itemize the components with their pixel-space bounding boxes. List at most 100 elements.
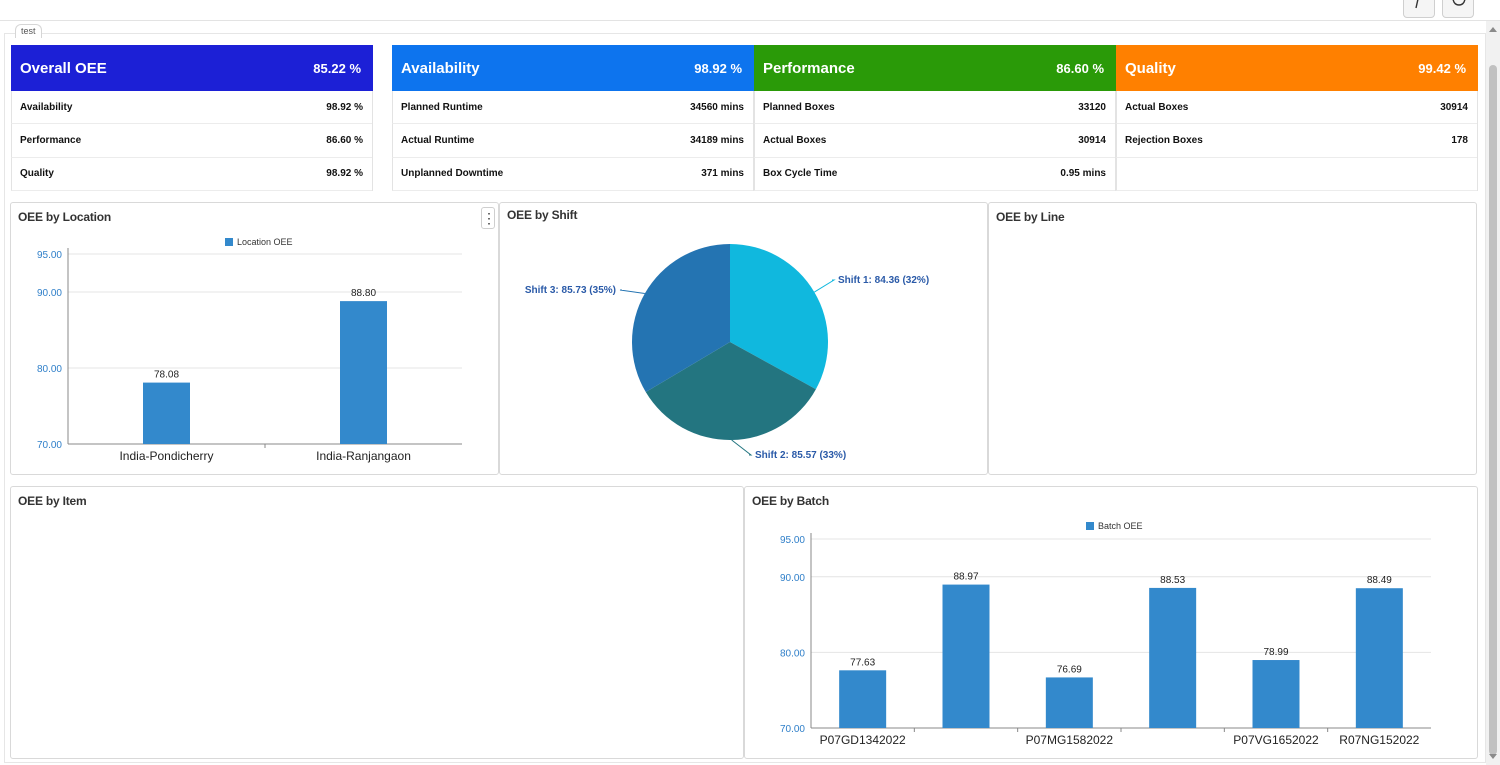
card-title: OEE by Item (18, 494, 87, 508)
bar-value-label: 88.53 (1160, 575, 1185, 586)
bar (839, 670, 887, 728)
bar (1045, 677, 1093, 728)
bar-value-label: 78.99 (1263, 647, 1288, 658)
kpi-row-value: 98.92 % (326, 168, 363, 180)
kpi-row-label: Availability (20, 101, 73, 113)
y-tick-label: 90.00 (37, 288, 62, 299)
bar (1149, 587, 1197, 728)
bar (1355, 588, 1403, 728)
scroll-up-icon[interactable] (1489, 27, 1497, 32)
bar-value-label: 88.97 (953, 572, 978, 583)
kpi-row-label: Performance (20, 134, 82, 146)
kpi-value: 98.92 % (694, 60, 742, 76)
legend-swatch (225, 238, 233, 246)
kpi-row: Performance 86.60 % (11, 124, 372, 158)
location-chart-card: OEE by Location ⋮ Location OEE 70.00 80.00… (10, 202, 499, 475)
y-tick-label: 70.00 (37, 440, 62, 451)
kpi-row (1116, 157, 1477, 191)
kpi-row-value: 178 (1451, 134, 1468, 146)
pencil-icon (1415, 0, 1419, 9)
bar (942, 584, 990, 728)
kpi-value: 85.22 % (313, 60, 361, 76)
kpi-row-value: 34189 mins (690, 134, 744, 146)
legend-label: Batch OEE (1098, 521, 1143, 531)
kpi-row: Actual Runtime 34189 mins (392, 124, 753, 158)
line-chart-card: OEE by Line (988, 202, 1477, 475)
tab-test[interactable]: test (15, 24, 42, 38)
kpi-row-value: 34560 mins (690, 101, 744, 113)
kpi-row: Actual Boxes 30914 (754, 124, 1115, 158)
card-title: OEE by Batch (752, 494, 829, 508)
top-toolbar (0, 0, 1500, 21)
vertical-scrollbar[interactable] (1486, 21, 1500, 765)
kpi-value: 99.42 % (1418, 60, 1466, 76)
scroll-thumb[interactable] (1489, 65, 1497, 755)
kpi-row: Planned Runtime 34560 mins (392, 91, 753, 125)
kpi-header: Availability 98.92 % (392, 45, 754, 91)
kpi-row: Availability 98.92 % (11, 91, 372, 125)
pie-slice (645, 342, 816, 440)
pie-label: Shift 3: 85.73 (35%) (525, 285, 616, 296)
kpi-row-value: 30914 (1440, 101, 1468, 113)
edit-button[interactable] (1403, 0, 1435, 18)
kpi-performance: Performance 86.60 % Planned Boxes 33120 A… (754, 45, 1116, 191)
x-tick-label: India-Pondicherry (119, 449, 213, 463)
kpi-title: Overall OEE (20, 59, 107, 77)
kpi-row-label: Box Cycle Time (763, 168, 838, 180)
dashboard-frame (4, 33, 1486, 763)
x-tick-label: India-Ranjangaon (316, 449, 411, 463)
kpi-row-label: Actual Boxes (1125, 101, 1189, 113)
bar-value-label: 78.08 (154, 370, 179, 381)
kpi-row-value: 33120 (1078, 101, 1106, 113)
pie-slice (730, 244, 828, 390)
card-title: OEE by Shift (507, 208, 578, 222)
bar-value-label: 76.69 (1057, 664, 1082, 675)
kpi-header: Performance 86.60 % (754, 45, 1116, 91)
card-title: OEE by Location (18, 210, 112, 224)
legend-label: Location OEE (237, 237, 293, 247)
pie-label: Shift 2: 85.57 (33%) (755, 450, 846, 461)
batch-bar-chart: Batch OEE 70.00 80.00 90.00 95.00 77.63 P07GD1… (780, 521, 1431, 747)
kpi-header: Overall OEE 85.22 % (11, 45, 373, 91)
kpi-row-value: 30914 (1078, 134, 1106, 146)
y-tick-label: 95.00 (37, 250, 62, 261)
shift-pie-chart: Shift 1: 84.36 (32%) Shift 2: 85.57 (33%)… (525, 244, 929, 461)
kpi-row-label: Planned Runtime (401, 101, 483, 113)
kpi-row: Actual Boxes 30914 (1116, 91, 1477, 125)
kpi-row-value: 98.92 % (326, 101, 363, 113)
y-tick-label: 70.00 (780, 724, 805, 735)
kpi-value: 86.60 % (1056, 60, 1104, 76)
kpi-overall-oee: Overall OEE 85.22 % Availability 98.92 % … (11, 45, 373, 191)
kpi-row: Box Cycle Time 0.95 mins (754, 157, 1115, 191)
legend-swatch (1086, 522, 1094, 530)
leader-line (814, 279, 836, 293)
leader-line (731, 439, 753, 456)
kpi-row-label: Quality (20, 168, 54, 180)
shift-chart-card: OEE by Shift Shift 1: 84.36 (32%) Shift 2… (499, 202, 988, 475)
pie-label: Shift 1: 84.36 (32%) (838, 275, 929, 286)
bar (143, 382, 190, 444)
kpi-row-label: Rejection Boxes (1125, 134, 1203, 146)
location-bar-chart: Location OEE 70.00 80.00 90.00 95.00 78.08 Ind… (37, 237, 462, 463)
kpi-title: Quality (1125, 59, 1176, 77)
item-chart-card: OEE by Item (10, 486, 744, 759)
bar (1252, 660, 1300, 728)
bar-value-label: 77.63 (850, 657, 875, 668)
kpi-row: Rejection Boxes 178 (1116, 124, 1477, 158)
kebab-menu-icon[interactable]: ⋮ (481, 207, 496, 229)
kpi-row-value: 0.95 mins (1060, 168, 1106, 180)
kpi-row: Unplanned Downtime 371 mins (392, 157, 753, 191)
scroll-down-icon[interactable] (1489, 754, 1497, 759)
kpi-row-label: Actual Runtime (401, 134, 475, 146)
kpi-row-value: 86.60 % (326, 134, 363, 146)
y-tick-label: 95.00 (780, 535, 805, 546)
pie-slice (632, 244, 730, 393)
x-tick-label: P07VG1652022 (1233, 733, 1319, 747)
card-title: OEE by Line (996, 210, 1065, 224)
kpi-title: Availability (401, 59, 480, 77)
refresh-button[interactable] (1442, 0, 1474, 18)
kpi-row-label: Actual Boxes (763, 134, 827, 146)
kpi-row-label: Planned Boxes (763, 101, 835, 113)
x-tick-label: P07GD1342022 (820, 733, 906, 747)
bar (340, 301, 387, 444)
